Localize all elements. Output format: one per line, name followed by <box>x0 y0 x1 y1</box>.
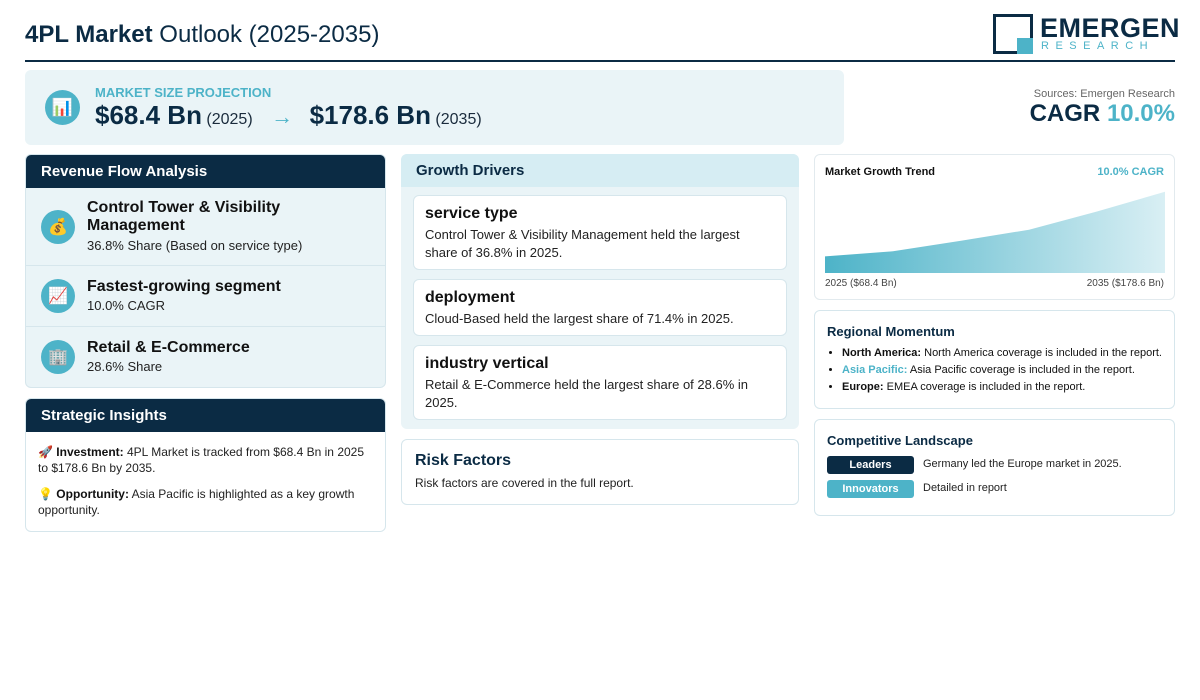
region-name: North America: <box>842 347 922 359</box>
driver-item: industry vertical Retail & E-Commerce he… <box>413 345 787 420</box>
region-list: North America: North America coverage is… <box>842 347 1172 398</box>
segment-share: 28.6% Share <box>87 359 163 374</box>
lightbulb-icon: 💡 <box>38 487 53 501</box>
list-item: 🏢 Retail & E-Commerce 28.6% Share <box>26 327 385 387</box>
arrow-right-icon: → <box>271 104 294 129</box>
list-item: Asia Pacific: Asia Pacific coverage is i… <box>842 364 1172 377</box>
risk-factors-card: Risk Factors Risk factors are covered in… <box>401 439 799 505</box>
end-year: (2035) <box>435 111 482 128</box>
chart-cagr-badge: 10.0% CAGR <box>1097 166 1164 178</box>
page-title: 4PL Market Outlook (2025-2035) <box>25 21 380 48</box>
segment-name: Fastest-growing segment <box>87 278 281 295</box>
segment-share: 36.8% Share (Based on service type) <box>87 238 303 253</box>
logo-subtitle: RESEARCH <box>1041 40 1155 52</box>
projection-label: MARKET SIZE PROJECTION <box>95 85 272 100</box>
innovators-badge: Innovators <box>827 480 914 498</box>
end-value: $178.6 Bn <box>309 100 431 130</box>
investment-insight: 🚀 Investment: 4PL Market is tracked from… <box>38 445 365 475</box>
growth-drivers-card: Growth Drivers service type Control Towe… <box>401 154 799 429</box>
driver-title: service type <box>425 205 518 222</box>
projection-values: $68.4 Bn (2025) → $178.6 Bn (2035) <box>95 100 482 131</box>
chart-end-label: 2035 ($178.6 Bn) <box>1086 278 1164 289</box>
building-icon: 🏢 <box>41 340 75 374</box>
chart-title: Market Growth Trend <box>825 166 936 178</box>
revenue-flow-card: Revenue Flow Analysis 💰 Control Tower & … <box>25 154 386 388</box>
risk-factors-text: Risk factors are covered in the full rep… <box>415 476 634 490</box>
cagr-summary: CAGR 10.0% <box>1029 100 1175 127</box>
cagr-value: 10.0% <box>1106 100 1175 127</box>
driver-item: service type Control Tower & Visibility … <box>413 195 787 270</box>
growth-trend-chart <box>825 191 1165 273</box>
driver-title: deployment <box>425 289 515 306</box>
driver-description: Retail & E-Commerce held the largest sha… <box>425 377 748 410</box>
header: 4PL Market Outlook (2025-2035) EMERGEN R… <box>25 13 1180 62</box>
competitive-landscape-title: Competitive Landscape <box>827 433 973 448</box>
regional-momentum-title: Regional Momentum <box>827 324 955 339</box>
market-growth-trend-card: Market Growth Trend 10.0% CAGR 2025 ($68… <box>814 154 1175 300</box>
chart-start-label: 2025 ($68.4 Bn) <box>825 278 897 289</box>
company-logo: EMERGEN RESEARCH <box>993 13 1180 56</box>
logo-name: EMERGEN <box>1040 13 1181 43</box>
strategic-insights-title: Strategic Insights <box>26 399 385 432</box>
leaders-badge: Leaders <box>827 456 914 474</box>
region-name: Europe: <box>842 381 884 393</box>
competitive-landscape-card: Competitive Landscape Leaders Germany le… <box>814 419 1175 516</box>
list-item: 📈 Fastest-growing segment 10.0% CAGR <box>26 266 385 327</box>
driver-title: industry vertical <box>425 355 549 372</box>
sources-note: Sources: Emergen Research <box>1033 88 1175 100</box>
segment-name: Control Tower & Visibility Management <box>87 199 281 234</box>
leaders-text: Germany led the Europe market in 2025. <box>923 458 1122 470</box>
list-item: 💰 Control Tower & Visibility Management … <box>26 188 385 266</box>
segment-share: 10.0% CAGR <box>87 298 166 313</box>
innovators-text: Detailed in report <box>923 482 1007 494</box>
regional-momentum-card: Regional Momentum North America: North A… <box>814 310 1175 409</box>
region-name: Asia Pacific: <box>842 364 908 376</box>
strategic-insights-card: Strategic Insights 🚀 Investment: 4PL Mar… <box>25 398 386 532</box>
rocket-icon: 🚀 <box>38 445 53 459</box>
money-bag-icon: 💰 <box>41 210 75 244</box>
bar-chart-icon: 📊 <box>45 90 80 125</box>
chart-area-series <box>825 191 1165 273</box>
opportunity-insight: 💡 Opportunity: Asia Pacific is highlight… <box>38 487 355 517</box>
revenue-flow-title: Revenue Flow Analysis <box>26 155 385 188</box>
segment-name: Retail & E-Commerce <box>87 339 250 356</box>
list-item: North America: North America coverage is… <box>842 347 1172 360</box>
start-value: $68.4 Bn <box>95 100 202 130</box>
start-year: (2025) <box>206 111 253 128</box>
list-item: Europe: EMEA coverage is included in the… <box>842 381 1172 394</box>
risk-factors-title: Risk Factors <box>415 452 512 469</box>
growth-drivers-title: Growth Drivers <box>401 154 799 187</box>
trend-up-chart-icon: 📈 <box>41 279 75 313</box>
market-size-projection: 📊 MARKET SIZE PROJECTION $68.4 Bn (2025)… <box>25 70 844 145</box>
driver-item: deployment Cloud-Based held the largest … <box>413 279 787 336</box>
driver-description: Control Tower & Visibility Management he… <box>425 227 740 260</box>
driver-description: Cloud-Based held the largest share of 71… <box>425 311 734 326</box>
logo-mark-icon <box>993 14 1033 54</box>
